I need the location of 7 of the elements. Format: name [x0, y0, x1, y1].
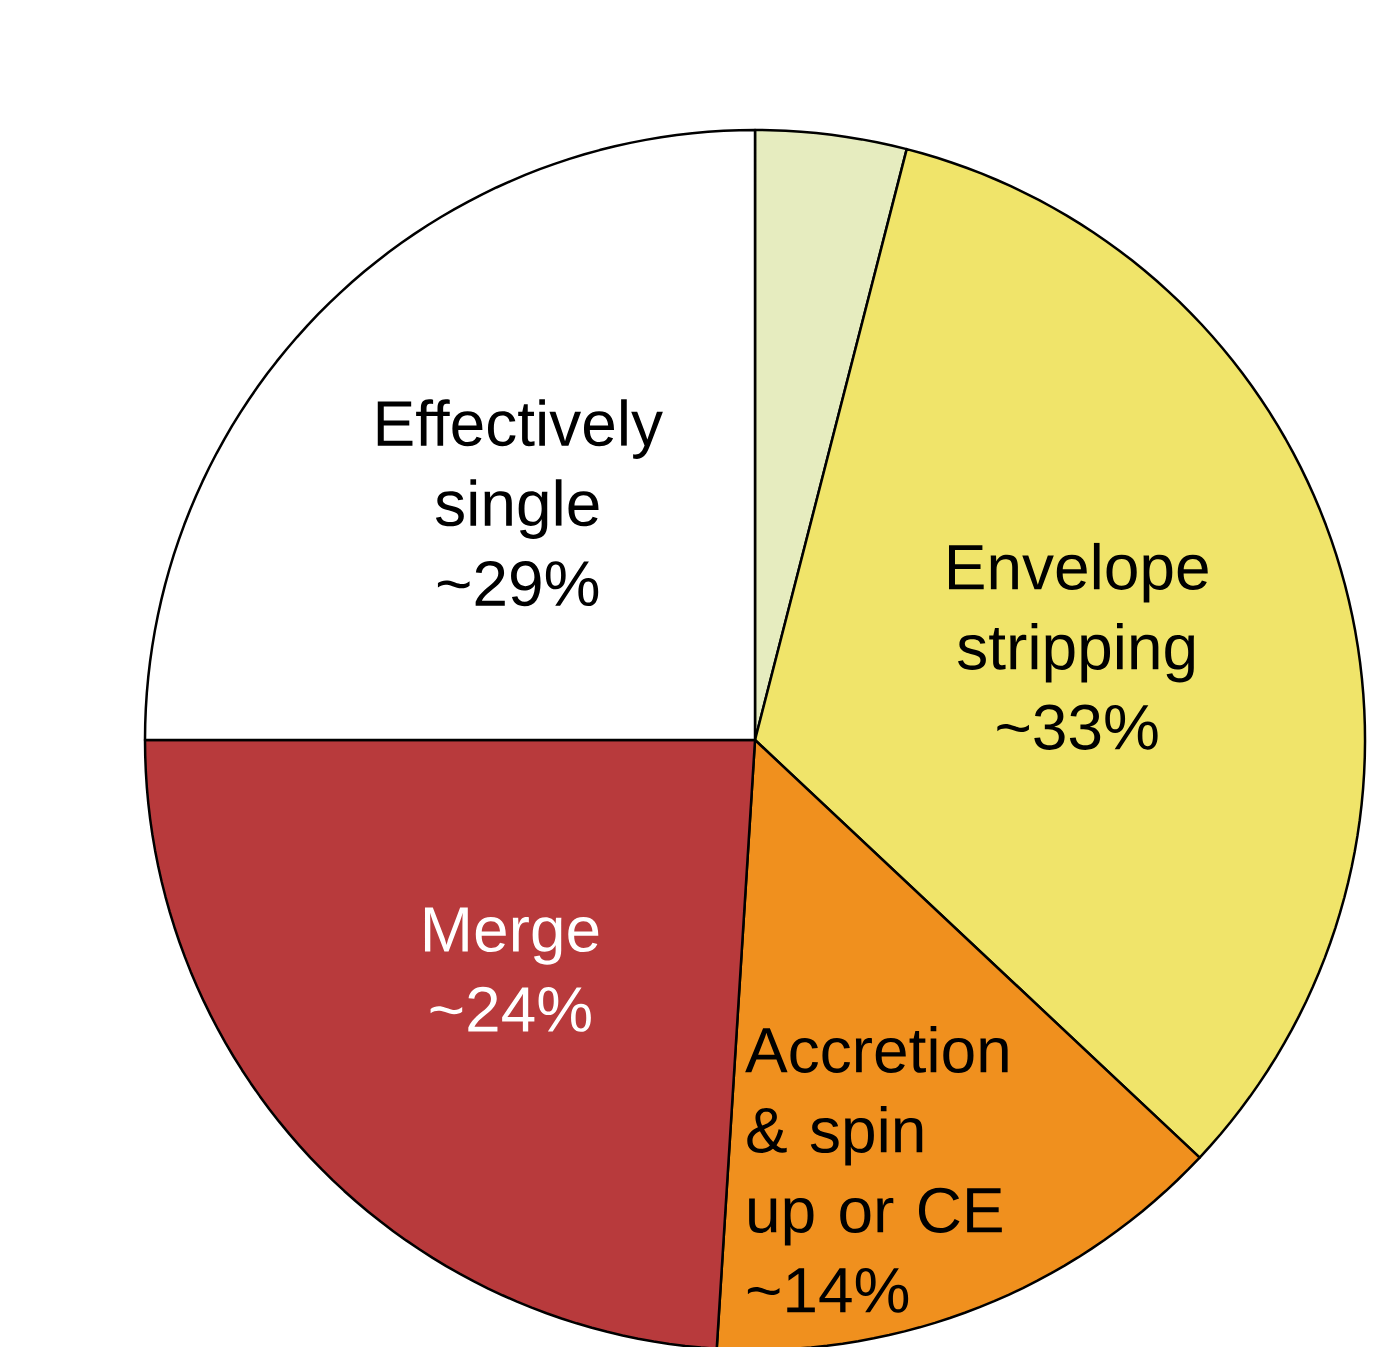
text: Effectively single ~29% [377, 399, 663, 607]
data-label: ~33% [997, 704, 1158, 750]
slice-label: Merge [424, 907, 599, 965]
slice-label: Envelope stripping [949, 542, 1208, 683]
data-label: ~14% [747, 1267, 909, 1313]
slice-label: Accretion & spin up or CE [745, 1025, 1008, 1246]
data-label: ~24% [430, 986, 591, 1032]
